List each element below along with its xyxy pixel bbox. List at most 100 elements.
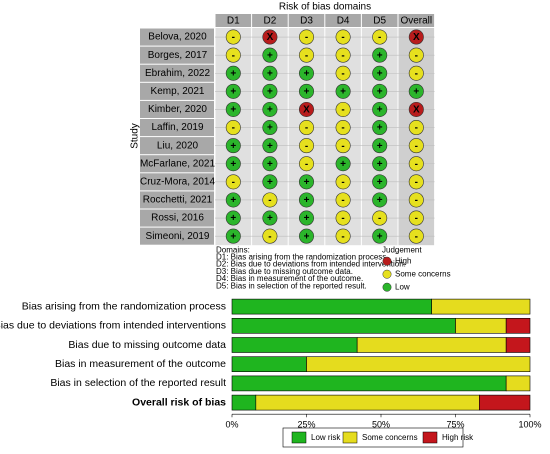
column-background xyxy=(398,28,435,246)
judgement-symbol: - xyxy=(415,141,418,152)
judgement-symbol: - xyxy=(341,177,344,188)
judgement-symbol: + xyxy=(377,195,383,206)
study-cell xyxy=(140,155,214,173)
judgement-dot xyxy=(262,174,278,190)
study-cell xyxy=(140,191,214,209)
study-cell xyxy=(140,82,214,100)
column-header xyxy=(398,14,435,27)
column-background xyxy=(252,28,288,246)
bar-segment xyxy=(356,337,507,353)
judgement-symbol: + xyxy=(304,177,310,188)
legend-swatch xyxy=(291,431,307,444)
judgement-dot xyxy=(408,120,424,136)
legend-label: High risk xyxy=(442,433,474,442)
judgement-symbol: + xyxy=(267,123,273,134)
x-tick-label: 50% xyxy=(372,420,390,430)
judgement-symbol: + xyxy=(377,177,383,188)
judgement-symbol: + xyxy=(230,195,236,206)
study-cell xyxy=(140,119,214,137)
judgement-dot xyxy=(335,47,351,63)
domain-note: D5: Bias in selection of the reported re… xyxy=(216,281,367,290)
judgement-symbol: - xyxy=(232,177,235,188)
bar-segment xyxy=(479,394,531,411)
judgement-dot xyxy=(372,174,388,190)
judgement-dot xyxy=(408,101,424,117)
judgement-symbol: - xyxy=(415,123,418,134)
study-label: Simeoni, 2019 xyxy=(146,231,210,242)
x-tick-label: 0% xyxy=(225,420,238,430)
judgement-symbol: - xyxy=(415,68,418,79)
judgement-symbol: + xyxy=(230,213,236,224)
category-label: Bias due to deviations from intended int… xyxy=(0,320,226,332)
study-label: Borges, 2017 xyxy=(148,50,208,61)
judgement-dot xyxy=(298,47,314,63)
study-cell xyxy=(140,64,214,82)
judgement-dot xyxy=(372,156,388,172)
legend-box xyxy=(282,427,464,448)
study-cell xyxy=(140,227,214,245)
judgement-dot xyxy=(408,156,424,172)
judgement-symbol: + xyxy=(413,86,419,97)
judgement-symbol: + xyxy=(267,159,273,170)
judgement-symbol: + xyxy=(267,68,273,79)
judgement-dot xyxy=(372,29,388,45)
judgement-dot xyxy=(372,120,388,136)
column-header xyxy=(215,14,252,27)
judgement-symbol: + xyxy=(267,213,273,224)
judgement-dot xyxy=(262,29,278,45)
x-tick-label: 100% xyxy=(518,420,541,430)
judgement-symbol: - xyxy=(415,231,418,242)
judgement-symbol: + xyxy=(377,68,383,79)
judgement-symbol: - xyxy=(305,50,308,61)
bar-segment xyxy=(505,375,531,392)
judgement-dot xyxy=(335,65,351,81)
judgement-dot xyxy=(225,174,241,190)
judgement-symbol: - xyxy=(415,195,418,206)
study-label: Kemp, 2021 xyxy=(151,86,205,97)
judgement-symbol: + xyxy=(267,50,273,61)
judgement-symbol: + xyxy=(267,141,273,152)
judgement-symbol: + xyxy=(304,86,310,97)
bar-segment xyxy=(231,356,307,373)
x-tick-label: 25% xyxy=(297,420,315,430)
judgement-dot xyxy=(372,47,388,63)
study-cell xyxy=(140,209,214,227)
judgement-dot xyxy=(225,83,241,99)
judgement-symbol: - xyxy=(341,141,344,152)
column-background xyxy=(361,28,398,246)
domain-note: D1: Bias arising from the randomization … xyxy=(216,253,389,262)
judgement-dot xyxy=(372,101,388,117)
bar-segment xyxy=(431,298,531,315)
judgement-symbol: - xyxy=(341,105,344,116)
legend-dot xyxy=(382,269,392,279)
judgement-dot xyxy=(298,101,314,117)
judgement-symbol: X xyxy=(413,32,420,43)
legend-swatch xyxy=(342,431,358,444)
judgement-symbol: - xyxy=(415,50,418,61)
judgement-dot xyxy=(408,65,424,81)
judgement-symbol: - xyxy=(341,123,344,134)
judgement-symbol: + xyxy=(230,86,236,97)
traffic-title: Risk of bias domains xyxy=(279,2,371,13)
judgement-symbol: - xyxy=(341,32,344,43)
bar-segment xyxy=(231,298,432,315)
judgement-dot xyxy=(262,228,278,244)
judgement-dot xyxy=(372,83,388,99)
judgement-symbol: + xyxy=(304,231,310,242)
judgement-symbol: - xyxy=(268,195,271,206)
column-background xyxy=(325,28,361,246)
judgement-dot xyxy=(298,120,314,136)
judgement-symbol: - xyxy=(268,231,271,242)
judgement-dot xyxy=(225,192,241,208)
column-background xyxy=(215,28,252,246)
bar-segment xyxy=(231,375,507,392)
study-label: Rossi, 2016 xyxy=(151,213,204,224)
judgement-dot xyxy=(225,210,241,226)
judgement-symbol: + xyxy=(230,141,236,152)
judgement-dot xyxy=(298,174,314,190)
bar-segment xyxy=(231,394,257,411)
judgement-dot xyxy=(262,101,278,117)
judgement-symbol: + xyxy=(340,159,346,170)
judgement-symbol: - xyxy=(415,177,418,188)
bar-segment xyxy=(231,317,456,334)
